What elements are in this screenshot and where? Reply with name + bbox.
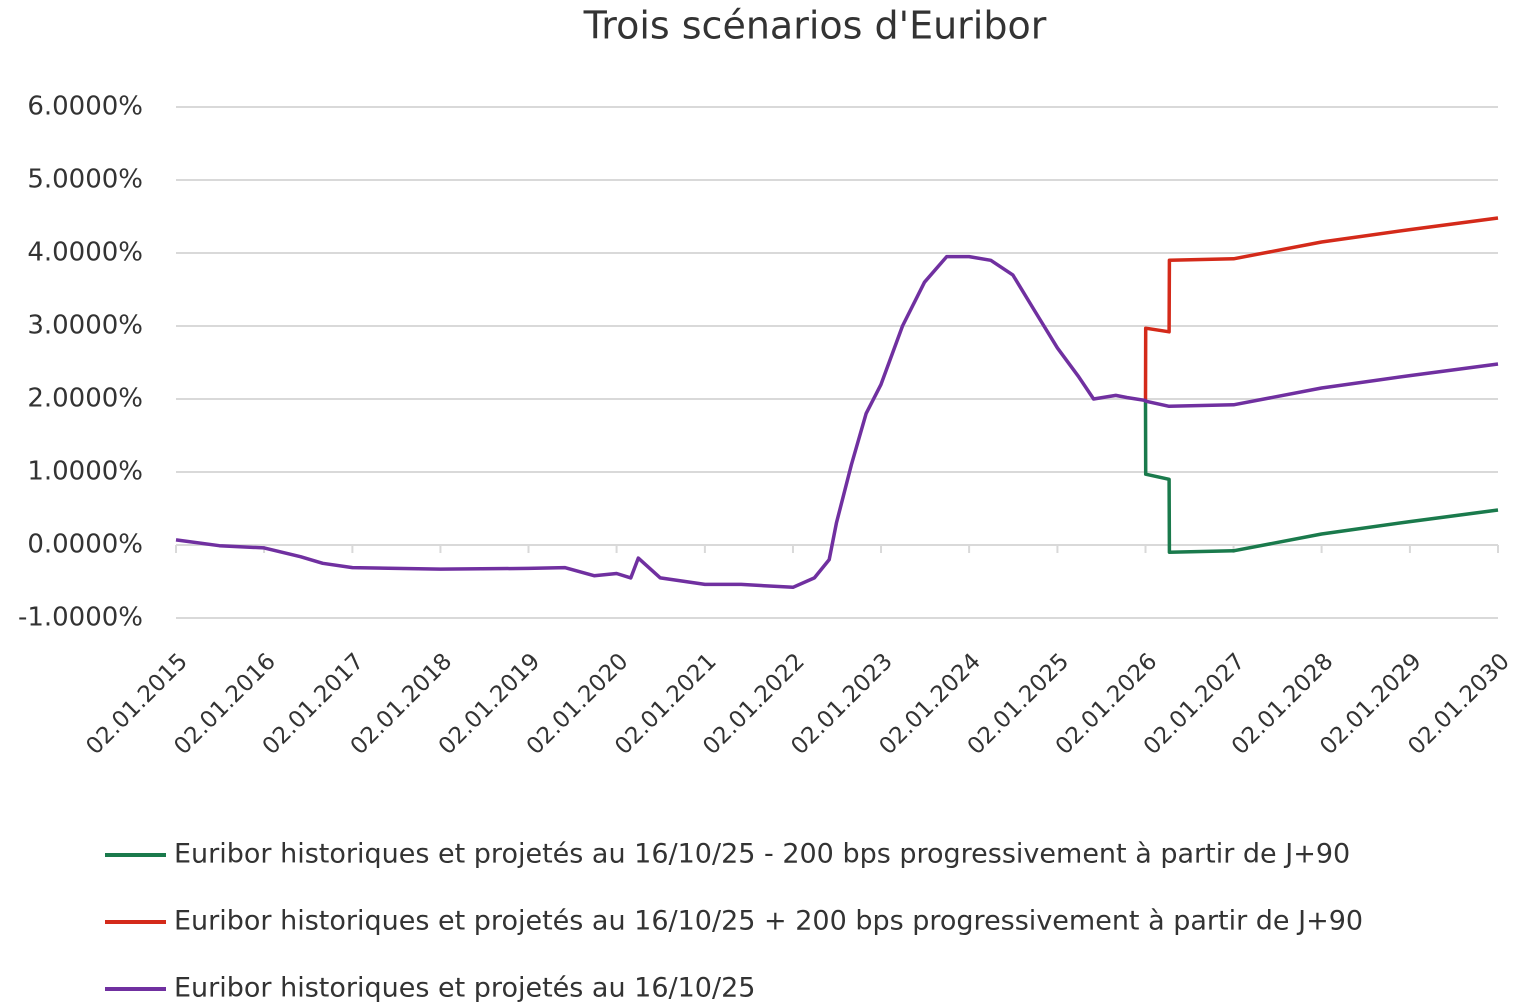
y-tick-label: 4.0000%: [27, 238, 143, 268]
legend-label: Euribor historiques et projetés au 16/10…: [174, 839, 1350, 870]
chart-title: Trois scénarios d'Euribor: [583, 4, 1047, 48]
y-tick-label: 1.0000%: [27, 457, 143, 487]
y-tick-label: 6.0000%: [27, 92, 143, 122]
series-line: [175, 254, 1499, 590]
y-tick-label: 0.0000%: [27, 530, 143, 560]
series-line: [1143, 400, 1499, 555]
y-tick-label: 3.0000%: [27, 311, 143, 341]
legend-label: Euribor historiques et projetés au 16/10…: [174, 973, 755, 1004]
y-tick-label: -1.0000%: [18, 603, 143, 633]
y-tick-label: 2.0000%: [27, 384, 143, 414]
legend-label: Euribor historiques et projetés au 16/10…: [174, 906, 1363, 937]
y-tick-label: 5.0000%: [27, 165, 143, 195]
series-line: [1143, 216, 1499, 401]
